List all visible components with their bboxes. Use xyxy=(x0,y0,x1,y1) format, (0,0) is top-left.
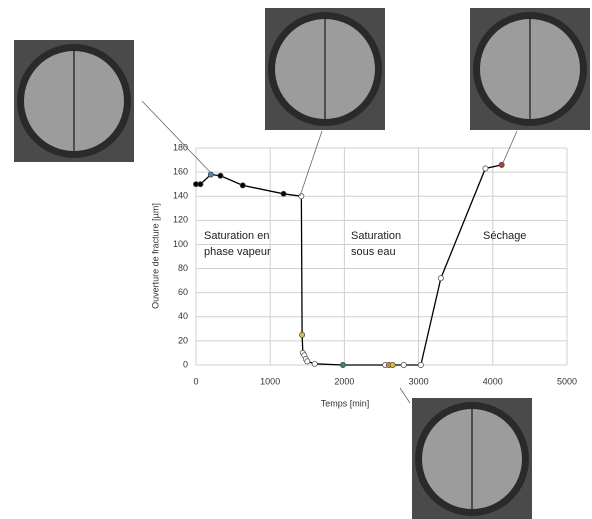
annotation: Saturation xyxy=(351,230,401,242)
sample-image xyxy=(412,398,532,519)
data-point xyxy=(499,162,504,167)
data-point xyxy=(218,173,223,178)
data-point xyxy=(300,332,305,337)
y-tick-label: 0 xyxy=(183,359,188,369)
sample-image xyxy=(265,8,385,130)
x-tick-label: 1000 xyxy=(260,376,280,386)
data-point xyxy=(340,362,345,367)
y-tick-label: 140 xyxy=(173,191,188,201)
x-axis-label: Temps [min] xyxy=(321,398,370,408)
y-tick-label: 20 xyxy=(178,335,188,345)
data-point xyxy=(281,191,286,196)
data-line xyxy=(196,165,502,365)
y-tick-label: 120 xyxy=(173,215,188,225)
annotation: Séchage xyxy=(483,230,526,242)
chart: 0 20 40 60 80 100 120 140 160 180 0 1000 2000 3000 400… xyxy=(0,0,592,519)
y-tick-label: 180 xyxy=(173,142,188,152)
x-tick-label: 4000 xyxy=(483,376,503,386)
data-point xyxy=(299,194,304,199)
x-tick-label: 5000 xyxy=(557,376,577,386)
y-tick-label: 40 xyxy=(178,311,188,321)
y-tick-label: 60 xyxy=(178,287,188,297)
y-axis-label: Ouverture de fracture [µm] xyxy=(150,203,160,309)
annotation: sous eau xyxy=(351,246,396,258)
data-point xyxy=(401,362,406,367)
data-point xyxy=(305,359,310,364)
y-tick-label: 80 xyxy=(178,263,188,273)
data-point xyxy=(390,362,395,367)
x-tick-label: 3000 xyxy=(409,376,429,386)
annotation: phase vapeur xyxy=(204,246,271,258)
y-tick-label: 160 xyxy=(173,166,188,176)
data-point xyxy=(198,182,203,187)
x-tick-label: 0 xyxy=(193,376,198,386)
data-point xyxy=(418,362,423,367)
sample-image xyxy=(14,40,134,162)
sample-image xyxy=(470,8,590,130)
data-point xyxy=(438,276,443,281)
data-point xyxy=(483,166,488,171)
data-point xyxy=(312,361,317,366)
data-point xyxy=(240,183,245,188)
leaders xyxy=(142,101,517,403)
y-tick-label: 100 xyxy=(173,239,188,249)
annotation: Saturation en xyxy=(204,230,269,242)
x-tick-label: 2000 xyxy=(334,376,354,386)
plot: 0 20 40 60 80 100 120 140 160 180 0 1000 2000 3000 400… xyxy=(173,142,577,386)
